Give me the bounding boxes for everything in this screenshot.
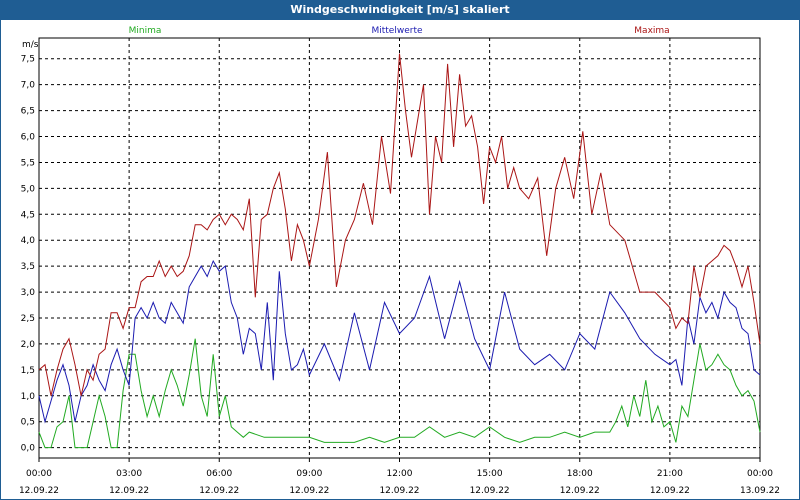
x-tick-time: 03:00 [116,469,142,479]
y-tick-label: 0,0 [21,444,36,454]
y-tick-label: 2,0 [21,340,36,350]
y-tick-label: 5,0 [21,184,36,194]
x-tick-date: 12.09.22 [650,486,690,496]
legend-entry-maxima: Maxima [634,26,669,36]
series-line-minima [38,338,761,449]
x-tick-time: 12:00 [387,469,413,479]
x-tick-date: 12.09.22 [109,486,149,496]
y-tick-label: 4,0 [21,236,36,246]
series-line-maxima [38,53,761,396]
x-tick-date: 12.09.22 [199,486,239,496]
y-tick-labels: 0,0 0,5 1,0 1,5 2,0 2,5 3,0 3,5 4,0 4,5 5,0 5,5 6,0 6… [21,55,36,454]
x-tick-date: 12.09.22 [560,486,600,496]
x-tick-date: 12.09.22 [19,486,59,496]
x-tick-labels: 00:00 12.09.22 03:00 12.09.22 06:00 12.09.22 0… [19,469,780,496]
x-tick-date: 12.09.22 [379,486,419,496]
x-tick-date: 12.09.22 [470,486,510,496]
y-tick-label: 3,5 [21,262,35,272]
x-tick-time: 21:00 [657,469,683,479]
y-tick-label: 5,5 [21,158,35,168]
y-tick-label: 3,0 [21,288,36,298]
x-tick-date: 12.09.22 [289,486,329,496]
y-axis-label: m/s [22,40,39,50]
y-tick-label: 1,5 [21,366,35,376]
y-tick-label: 7,5 [21,55,35,65]
series-lines [38,53,761,449]
plot-border [38,37,761,459]
window-title: Windgeschwindigkeit [m/s] skaliert [0,0,800,20]
x-tick-date: 13.09.22 [740,486,780,496]
series-line-mittelwerte [38,259,761,424]
y-tick-label: 1,0 [21,392,36,402]
x-tick-time: 00:00 [747,469,773,479]
y-tick-label: 7,0 [21,81,36,91]
x-tick-time: 00:00 [26,469,52,479]
x-tick-time: 06:00 [206,469,232,479]
x-tick-time: 15:00 [477,469,503,479]
x-tick-time: 18:00 [567,469,593,479]
y-tick-label: 0,5 [21,418,35,428]
legend: Minima Mittelwerte Maxima [129,26,670,36]
legend-entry-mittelwerte: Mittelwerte [371,26,422,36]
x-tick-time: 09:00 [296,469,322,479]
y-tick-label: 2,5 [21,314,35,324]
y-tick-label: 6,5 [21,107,35,117]
y-tick-label: 4,5 [21,210,35,220]
legend-entry-minima: Minima [129,26,162,36]
y-tick-label: 6,0 [21,133,36,143]
